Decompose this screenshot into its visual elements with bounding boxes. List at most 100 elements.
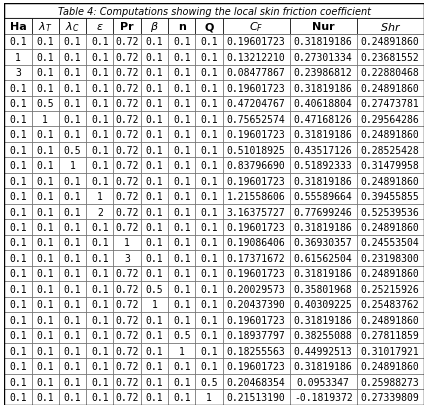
Bar <box>168 65 196 81</box>
Bar <box>4 127 32 143</box>
Text: 0.1: 0.1 <box>200 130 218 140</box>
Text: 1: 1 <box>70 161 75 171</box>
Bar <box>32 143 59 158</box>
Bar <box>357 204 424 220</box>
Bar <box>168 189 196 204</box>
Text: 0.19601723: 0.19601723 <box>227 222 285 232</box>
Text: 0.72: 0.72 <box>116 330 139 340</box>
Text: 0.1: 0.1 <box>173 392 190 402</box>
Bar <box>168 389 196 405</box>
Text: 0.1: 0.1 <box>91 392 109 402</box>
Text: Q: Q <box>204 22 214 32</box>
Bar <box>4 96 32 112</box>
Text: 0.1: 0.1 <box>36 130 54 140</box>
Bar <box>86 235 113 251</box>
Bar <box>4 312 32 328</box>
Text: 0.1: 0.1 <box>36 300 54 310</box>
Text: 0.1: 0.1 <box>173 37 190 47</box>
Bar <box>141 312 168 328</box>
Bar <box>223 220 290 235</box>
Text: 0.36930357: 0.36930357 <box>294 238 353 248</box>
Bar <box>141 374 168 389</box>
Text: 0.1: 0.1 <box>173 191 190 202</box>
Bar <box>141 127 168 143</box>
Text: 0.5: 0.5 <box>200 377 218 387</box>
Bar <box>357 81 424 96</box>
Text: 0.1: 0.1 <box>9 269 27 279</box>
Bar <box>141 251 168 266</box>
Bar <box>196 112 223 127</box>
Bar <box>86 189 113 204</box>
Text: 0.1: 0.1 <box>173 161 190 171</box>
Bar <box>59 158 86 173</box>
Bar <box>59 65 86 81</box>
Bar <box>86 50 113 65</box>
Bar <box>32 374 59 389</box>
Bar <box>4 389 32 405</box>
Text: 0.1: 0.1 <box>36 269 54 279</box>
Text: 1: 1 <box>15 53 21 63</box>
Bar <box>357 143 424 158</box>
Bar <box>113 374 141 389</box>
Bar <box>4 158 32 173</box>
Bar <box>32 19 59 34</box>
Bar <box>86 96 113 112</box>
Bar <box>86 143 113 158</box>
Text: 0.1: 0.1 <box>64 53 81 63</box>
Bar <box>196 127 223 143</box>
Text: 0.1: 0.1 <box>173 115 190 124</box>
Bar <box>113 359 141 374</box>
Bar <box>59 281 86 297</box>
Text: 0.1: 0.1 <box>146 176 163 186</box>
Bar <box>4 143 32 158</box>
Bar <box>223 374 290 389</box>
Text: 0.1: 0.1 <box>36 161 54 171</box>
Bar <box>290 359 357 374</box>
Text: 0.23986812: 0.23986812 <box>294 68 353 78</box>
Bar <box>223 158 290 173</box>
Text: 0.1: 0.1 <box>173 207 190 217</box>
Text: -0.1819372: -0.1819372 <box>294 392 353 402</box>
Bar <box>223 127 290 143</box>
Text: 0.1: 0.1 <box>146 207 163 217</box>
Bar <box>290 312 357 328</box>
Bar <box>113 65 141 81</box>
Text: 0.1: 0.1 <box>64 207 81 217</box>
Bar <box>32 127 59 143</box>
Text: 0.1: 0.1 <box>173 361 190 371</box>
Text: 0.1: 0.1 <box>36 37 54 47</box>
Bar <box>4 297 32 312</box>
Bar <box>357 312 424 328</box>
Bar <box>113 297 141 312</box>
Text: 0.1: 0.1 <box>173 68 190 78</box>
Bar <box>357 65 424 81</box>
Text: 0.1: 0.1 <box>91 145 109 155</box>
Text: 0.72: 0.72 <box>116 300 139 310</box>
Text: 0.1: 0.1 <box>200 115 218 124</box>
Text: 0.1: 0.1 <box>91 315 109 325</box>
Text: 0.1: 0.1 <box>146 346 163 356</box>
Bar <box>32 220 59 235</box>
Text: 0.38255088: 0.38255088 <box>294 330 353 340</box>
Bar <box>141 281 168 297</box>
Text: 0.1: 0.1 <box>64 68 81 78</box>
Bar <box>59 34 86 50</box>
Text: 0.1: 0.1 <box>173 130 190 140</box>
Text: 1: 1 <box>42 115 48 124</box>
Text: 0.1: 0.1 <box>64 191 81 202</box>
Text: 0.0953347: 0.0953347 <box>297 377 350 387</box>
Text: 0.24891860: 0.24891860 <box>361 269 419 279</box>
Bar <box>141 343 168 359</box>
Bar <box>141 189 168 204</box>
Bar <box>59 127 86 143</box>
Text: 0.31819186: 0.31819186 <box>294 176 353 186</box>
Bar <box>113 204 141 220</box>
Bar <box>4 220 32 235</box>
Bar <box>141 112 168 127</box>
Bar <box>113 173 141 189</box>
Bar <box>168 158 196 173</box>
Bar <box>290 50 357 65</box>
Text: 0.40618804: 0.40618804 <box>294 99 353 109</box>
Text: 0.27811859: 0.27811859 <box>361 330 419 340</box>
Bar <box>141 359 168 374</box>
